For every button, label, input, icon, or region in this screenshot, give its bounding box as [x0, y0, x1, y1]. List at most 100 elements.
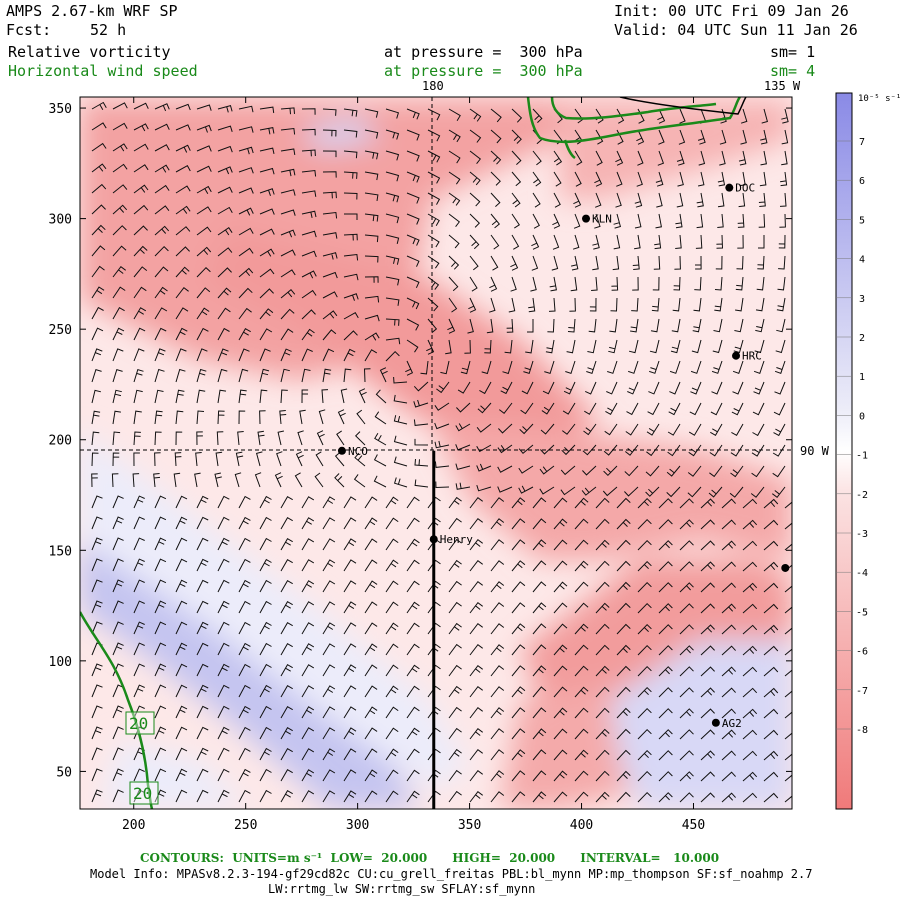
colorbar-tick-label: -5 [856, 607, 868, 618]
wind-barb [532, 560, 547, 572]
wind-barb [448, 622, 462, 635]
wind-barb [694, 276, 702, 291]
wind-barb [385, 622, 399, 635]
wind-barb [605, 402, 618, 415]
wind-barb [280, 538, 293, 551]
wind-barb [490, 707, 505, 719]
wind-barb [301, 706, 315, 719]
wind-barb [385, 601, 399, 614]
wind-barb [511, 560, 526, 572]
wind-barb [133, 184, 149, 194]
station-label: Henry [440, 533, 473, 546]
wind-barb [595, 150, 603, 166]
wind-barb [280, 127, 296, 135]
colorbar-tick-label: -2 [856, 490, 868, 501]
wind-barb [448, 790, 462, 803]
wind-barb [784, 648, 792, 656]
colorbar-tick-label: -4 [856, 568, 868, 579]
wind-barb [373, 475, 387, 488]
wind-barb [632, 255, 640, 270]
wind-barb [573, 192, 582, 208]
wind-barb [700, 603, 715, 614]
coastline [619, 97, 747, 115]
forecast-label: Fcst: [6, 21, 52, 39]
wind-barb [133, 495, 145, 509]
wind-barb [343, 348, 356, 362]
wind-barb [364, 517, 378, 530]
wind-barb [616, 539, 631, 551]
wind-barb [521, 381, 534, 395]
wind-barb [469, 728, 483, 740]
wind-barb [653, 255, 661, 270]
wind-barb [217, 327, 230, 341]
wind-barb [753, 381, 765, 395]
wind-barb [574, 602, 589, 614]
wind-barb [196, 206, 212, 215]
wind-barb [353, 474, 366, 488]
wind-barb [655, 213, 662, 229]
colorbar-tick-label: 6 [859, 176, 865, 187]
wind-barb [414, 438, 429, 446]
wind-barb [652, 276, 660, 291]
wind-barb [259, 248, 275, 257]
wind-barb [469, 623, 483, 635]
wind-barb [217, 125, 233, 132]
wind-barb [519, 423, 534, 435]
wind-barb [595, 129, 604, 145]
wind-barb [691, 339, 702, 354]
wind-barb [687, 486, 702, 498]
wind-barb [448, 580, 462, 593]
forecast-value: 52 h [90, 21, 127, 39]
wind-barb [301, 790, 315, 803]
wind-barb [217, 104, 233, 113]
wind-barb [364, 538, 378, 551]
wind-barb [758, 192, 766, 207]
wind-barb [525, 339, 534, 354]
wind-barb [742, 645, 758, 656]
wind-barb [721, 582, 736, 593]
lon-label-135w: 135 W [764, 79, 801, 93]
wind-barb [490, 150, 502, 165]
wind-barb [616, 707, 631, 719]
wind-barb [343, 727, 357, 740]
wind-barb [427, 748, 441, 761]
wind-barb [469, 707, 483, 719]
wind-barb [322, 580, 336, 593]
wind-barb [133, 516, 145, 530]
wind-barb [469, 791, 483, 803]
wind-barb [646, 444, 660, 457]
wind-barb [628, 360, 639, 374]
wind-barb [679, 687, 694, 698]
wind-barb [154, 266, 169, 278]
wind-barb [676, 150, 685, 166]
wind-barb [393, 394, 408, 404]
wind-barb [406, 234, 420, 246]
wind-barb [700, 750, 715, 761]
station-marker [429, 535, 438, 544]
wind-barb [259, 208, 275, 215]
wind-barb [343, 748, 357, 761]
wind-barb [322, 211, 338, 219]
wind-barb [511, 497, 526, 509]
wind-barb [133, 164, 149, 173]
wind-barb [91, 684, 103, 698]
wind-barb [733, 339, 744, 354]
wind-barb [217, 389, 227, 404]
wind-barb [637, 150, 644, 166]
wind-barb [469, 129, 482, 143]
wind-barb [490, 791, 505, 803]
wind-barb [133, 621, 145, 635]
station-marker [337, 446, 346, 455]
wind-barb [595, 497, 610, 509]
wind-barb [490, 749, 505, 761]
model-title: AMPS 2.67-km WRF SP [6, 2, 178, 20]
wind-barb [637, 665, 652, 677]
wind-barb [709, 444, 723, 457]
wind-barb [595, 518, 610, 530]
wind-barb [781, 150, 788, 166]
wind-barb [154, 600, 167, 614]
wind-barb [752, 402, 765, 416]
wind-barb [613, 213, 622, 229]
wind-barb [175, 747, 188, 761]
wind-barb [154, 164, 170, 173]
